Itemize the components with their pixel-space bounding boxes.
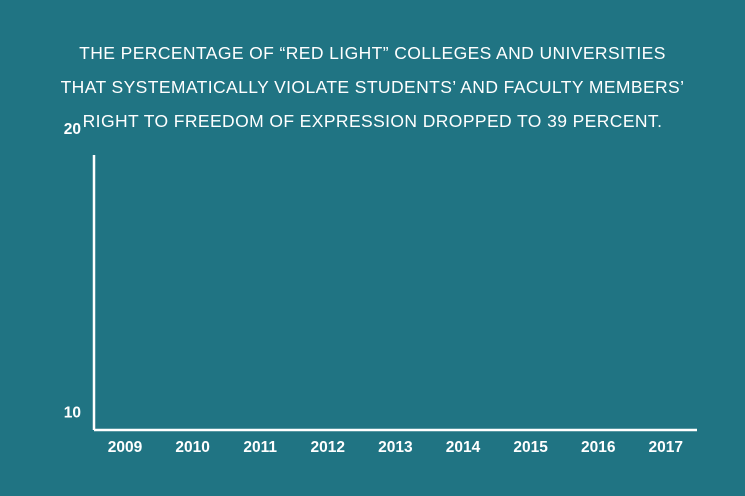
x-tick-label-2014: 2014 — [446, 439, 481, 456]
chart-axes — [92, 155, 697, 432]
y-axis-tick-labels: 102030405060708090100 — [64, 121, 81, 422]
title-line-3: RIGHT TO FREEDOM OF EXPRESSION DROPPED T… — [82, 111, 663, 131]
y-tick-label-10: 10 — [64, 405, 81, 422]
x-tick-label-2012: 2012 — [311, 439, 345, 456]
x-tick-label-2017: 2017 — [649, 439, 683, 456]
x-tick-label-2016: 2016 — [581, 439, 616, 456]
chart-title: THE PERCENTAGE OF “RED LIGHT” COLLEGES A… — [0, 36, 745, 138]
title-line-2: THAT SYSTEMATICALLY VIOLATE STUDENTS’ AN… — [60, 77, 685, 97]
x-tick-label-2011: 2011 — [243, 439, 277, 456]
x-tick-label-2010: 2010 — [175, 439, 209, 456]
x-tick-label-2015: 2015 — [513, 439, 548, 456]
y-tick-label-20: 20 — [64, 121, 81, 138]
x-tick-label-2009: 2009 — [108, 439, 143, 456]
x-tick-label-2013: 2013 — [378, 439, 413, 456]
x-axis-tick-labels: 2009 2010 2011 2012 2013 2014 2015 2016 2017 — [108, 439, 683, 456]
title-line-1: THE PERCENTAGE OF “RED LIGHT” COLLEGES A… — [79, 43, 666, 63]
